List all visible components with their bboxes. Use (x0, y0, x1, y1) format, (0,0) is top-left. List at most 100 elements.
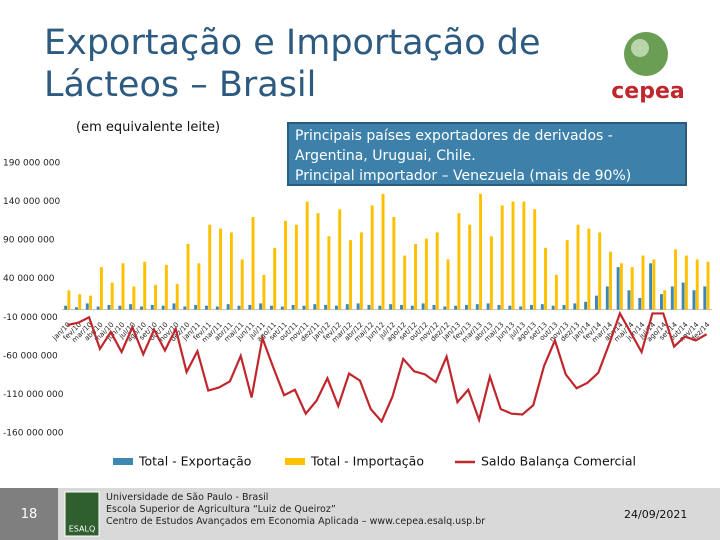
logo-text: cepea (611, 79, 684, 104)
bar (143, 261, 147, 310)
legend-label: Total - Importação (310, 454, 424, 469)
bar (150, 304, 154, 310)
chart: 190 000 000 140 000 000 90 000 000 40 000 0… (3, 159, 712, 469)
bar (381, 193, 385, 310)
title-line: Exportação e Importação de (44, 23, 541, 63)
bar (619, 263, 623, 310)
legend-swatch (113, 458, 133, 465)
bar (519, 306, 523, 310)
bar (313, 304, 317, 310)
date: 24/09/2021 (624, 508, 688, 521)
bar (107, 304, 111, 310)
bar (695, 259, 699, 310)
callout: Principais países exportadores de deriva… (287, 122, 687, 186)
legend-label: Total - Exportação (138, 454, 251, 469)
bar (684, 255, 688, 310)
bar (237, 305, 241, 310)
bar (660, 294, 663, 310)
bar (259, 303, 263, 310)
bar (75, 307, 78, 310)
bar (424, 238, 428, 310)
bar (64, 305, 68, 310)
bar (421, 303, 425, 310)
bar (132, 286, 136, 310)
bar (183, 306, 187, 310)
bar (446, 259, 450, 310)
bar (186, 244, 190, 310)
bar (435, 232, 439, 310)
footer-line: Centro de Estudos Avançados em Economia … (106, 516, 486, 527)
bar (562, 304, 566, 310)
bar (251, 217, 255, 310)
legend-swatch (285, 458, 305, 465)
bar (638, 298, 642, 310)
bar (489, 236, 493, 310)
y-tick-label: 140 000 000 (3, 197, 61, 207)
bar (327, 236, 331, 310)
bar (85, 303, 89, 310)
bar (432, 304, 436, 310)
bar (291, 304, 295, 310)
bar (316, 213, 320, 310)
bar (338, 209, 342, 310)
bar (140, 306, 143, 310)
bar (110, 282, 114, 310)
bar (302, 305, 306, 310)
y-tick-label: -110 000 000 (3, 390, 64, 400)
bar (197, 263, 201, 310)
bar (262, 274, 266, 310)
bar (584, 301, 588, 310)
footer-line: Escola Superior de Agricultura “Luiz de … (106, 504, 336, 515)
y-tick-label: 90 000 000 (3, 236, 55, 246)
y-tick-label: 40 000 000 (3, 274, 55, 284)
bar (674, 249, 678, 310)
subtitle: (em equivalente leite) (76, 120, 221, 135)
bar (118, 305, 122, 310)
bar (248, 304, 252, 310)
bar (522, 201, 526, 310)
callout-line: Principais países exportadores de deriva… (295, 128, 613, 144)
bar (443, 306, 447, 310)
bar (356, 303, 360, 310)
bar (229, 232, 233, 310)
bar (392, 217, 396, 310)
bar (486, 303, 490, 310)
bar (370, 205, 374, 310)
bar (573, 303, 577, 310)
bar (630, 267, 634, 310)
bar (465, 304, 468, 310)
bar (468, 224, 472, 310)
bar (226, 304, 230, 310)
bar (540, 304, 544, 310)
bar (99, 267, 103, 310)
y-tick-label: 190 000 000 (3, 159, 61, 169)
bar (530, 304, 533, 310)
bar (576, 224, 580, 310)
bar (414, 244, 418, 310)
bar (164, 264, 168, 310)
bar (511, 201, 515, 310)
bar (554, 274, 558, 310)
bar (500, 205, 504, 310)
bar (457, 213, 461, 310)
callout-line: Principal importador – Venezuela (mais d… (295, 168, 632, 184)
bar (544, 247, 548, 310)
bar (649, 263, 653, 310)
logo-text: ESALQ (69, 525, 96, 534)
callout-line: Argentina, Uruguai, Chile. (295, 148, 476, 164)
bar (598, 232, 602, 310)
bar (479, 193, 483, 310)
bar (215, 306, 219, 310)
bar (154, 284, 158, 310)
bar (294, 224, 298, 310)
bar (508, 305, 512, 310)
bar (324, 304, 328, 310)
bar (240, 259, 244, 310)
bar (205, 305, 208, 310)
bar (641, 255, 645, 310)
bar (89, 295, 93, 310)
bar (605, 286, 609, 310)
bar (587, 228, 591, 310)
bar (345, 304, 349, 310)
bar (219, 228, 223, 310)
